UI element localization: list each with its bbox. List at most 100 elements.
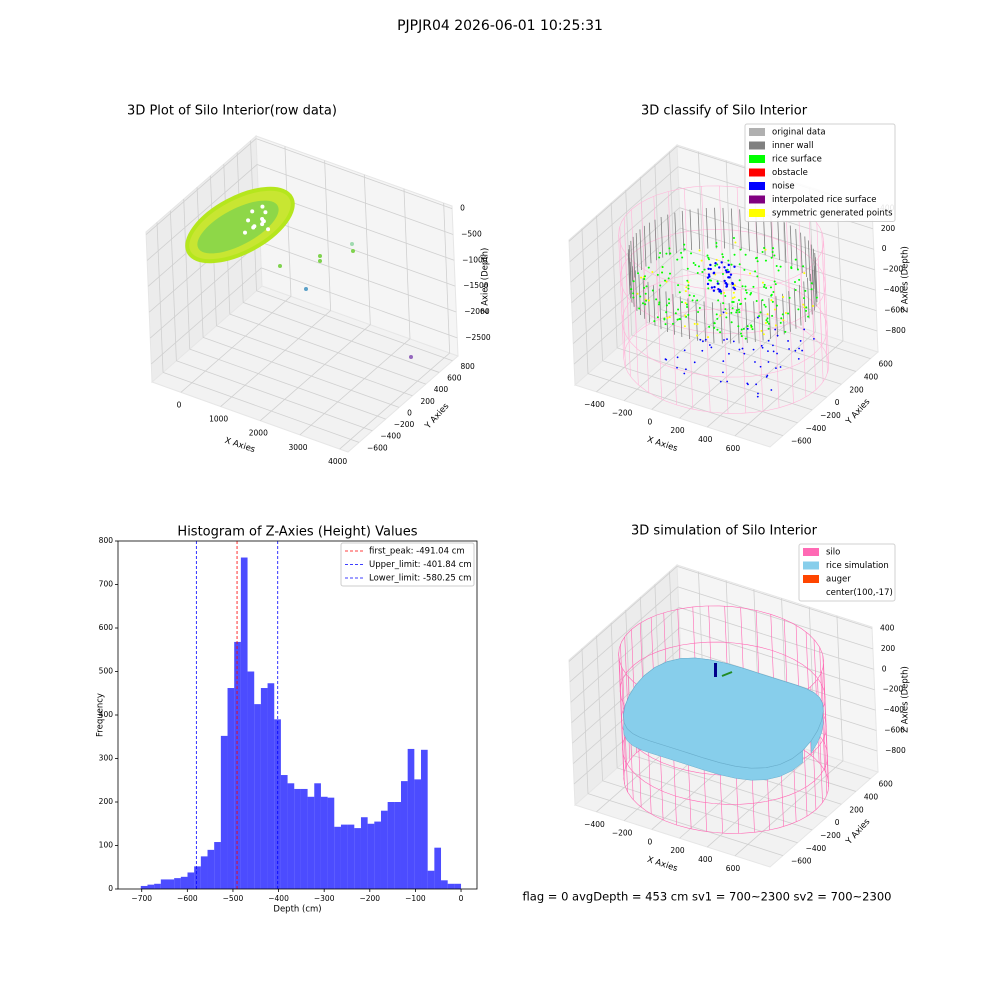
- y-grid-line: [196, 187, 204, 338]
- silo-wire: [823, 240, 830, 365]
- legend-label: symmetric generated points: [772, 209, 893, 219]
- rice-point: [744, 337, 747, 340]
- rice-point: [707, 336, 710, 339]
- y-grid-line: [176, 360, 373, 432]
- z-grid-line: [571, 627, 680, 723]
- x-tick-label: 600: [726, 444, 741, 453]
- z-tick-label: −600: [884, 726, 905, 735]
- noise-point: [813, 337, 815, 340]
- inner-wall: [804, 236, 807, 278]
- z-axis-label: Z Axies (Depth): [901, 246, 911, 313]
- rice-point: [765, 286, 768, 289]
- pane-back: [255, 135, 459, 357]
- y-tick-label: −600: [367, 443, 388, 452]
- y-tick-label: −400: [380, 432, 401, 441]
- rice-point: [797, 308, 800, 311]
- x-tick-label: −200: [359, 894, 380, 903]
- y-tick-label: −400: [806, 424, 827, 433]
- rice-point: [719, 331, 722, 334]
- z-grid-line: [681, 248, 877, 311]
- rice-point: [668, 316, 671, 319]
- point: [351, 249, 355, 253]
- z-tick-label: 400: [880, 623, 895, 632]
- rice-point: [639, 295, 642, 298]
- histogram-bar: [407, 748, 415, 889]
- x-grid-line: [260, 324, 371, 421]
- histogram-bar: [367, 823, 375, 889]
- rice-point: [730, 311, 733, 314]
- rice-point: [749, 293, 752, 296]
- rice-point: [665, 280, 668, 283]
- histogram-bar: [434, 847, 442, 889]
- rice-point: [802, 303, 805, 306]
- rice-point: [655, 298, 658, 301]
- rice-point: [787, 312, 790, 315]
- x-grid-line: [623, 305, 733, 401]
- rice-point: [810, 288, 813, 291]
- rice-point: [745, 291, 748, 294]
- rice-point: [661, 266, 664, 269]
- inner-wall: [643, 225, 647, 267]
- z-tick-label: 0: [882, 664, 887, 673]
- noise-point: [757, 316, 759, 319]
- noise-point: [731, 282, 735, 286]
- noise-point: [722, 360, 725, 363]
- rice-point: [645, 285, 648, 288]
- z-grid-line: [149, 241, 261, 339]
- point: [350, 242, 354, 246]
- rice-point: [658, 256, 661, 259]
- rice-point: [793, 281, 796, 284]
- y-tick-label: 700: [99, 580, 114, 589]
- rice-point: [725, 316, 728, 319]
- rice-point: [664, 323, 667, 326]
- inner-wall: [783, 222, 787, 263]
- z-grid-line: [260, 241, 457, 313]
- rice-point: [772, 247, 775, 250]
- silo-wire: [722, 290, 729, 414]
- inner-wall: [812, 248, 816, 290]
- rice-point: [714, 273, 717, 276]
- silo-wire: [618, 652, 625, 776]
- silo-wire: [656, 276, 662, 400]
- noise-point: [723, 339, 725, 341]
- noise-point: [759, 365, 762, 368]
- histogram-bar: [214, 842, 221, 889]
- noise-point: [713, 285, 716, 289]
- noise-point: [708, 275, 711, 278]
- x-grid-line: [698, 151, 705, 297]
- inner-wall: [745, 302, 748, 343]
- noise-point: [665, 358, 668, 361]
- rice-point: [679, 318, 682, 321]
- rice-point: [733, 253, 736, 256]
- rice-point: [779, 265, 782, 268]
- legend-label: noise: [772, 182, 795, 192]
- rice-point: [716, 328, 719, 331]
- silo-wire: [718, 185, 725, 310]
- legend-swatch: [749, 128, 765, 136]
- rice-point: [798, 278, 801, 281]
- panel-title: 3D simulation of Silo Interior: [631, 524, 818, 539]
- rice-point: [727, 259, 730, 262]
- x-tick-label: −700: [131, 894, 152, 903]
- rice-point: [676, 258, 679, 261]
- inner-wall: [687, 298, 690, 340]
- legend-swatch: [803, 561, 819, 570]
- histogram-bar: [154, 883, 161, 889]
- noise-point: [701, 349, 704, 352]
- noise-point: [733, 265, 736, 268]
- y-tick-label: 200: [849, 805, 864, 814]
- rice-point: [688, 294, 691, 297]
- noise-point: [738, 348, 741, 351]
- noise-point: [676, 356, 679, 359]
- z-tick-label: 0: [882, 244, 887, 253]
- silo-wire: [808, 214, 815, 338]
- inner-wall: [639, 229, 642, 270]
- histogram-bar: [394, 802, 401, 889]
- rice-point: [738, 299, 741, 302]
- legend-box: [744, 123, 896, 222]
- point: [278, 264, 282, 268]
- noise-point: [707, 267, 710, 270]
- noise-point: [725, 270, 729, 274]
- noise-point: [726, 380, 729, 383]
- y-axis-label: Frequency: [96, 693, 106, 737]
